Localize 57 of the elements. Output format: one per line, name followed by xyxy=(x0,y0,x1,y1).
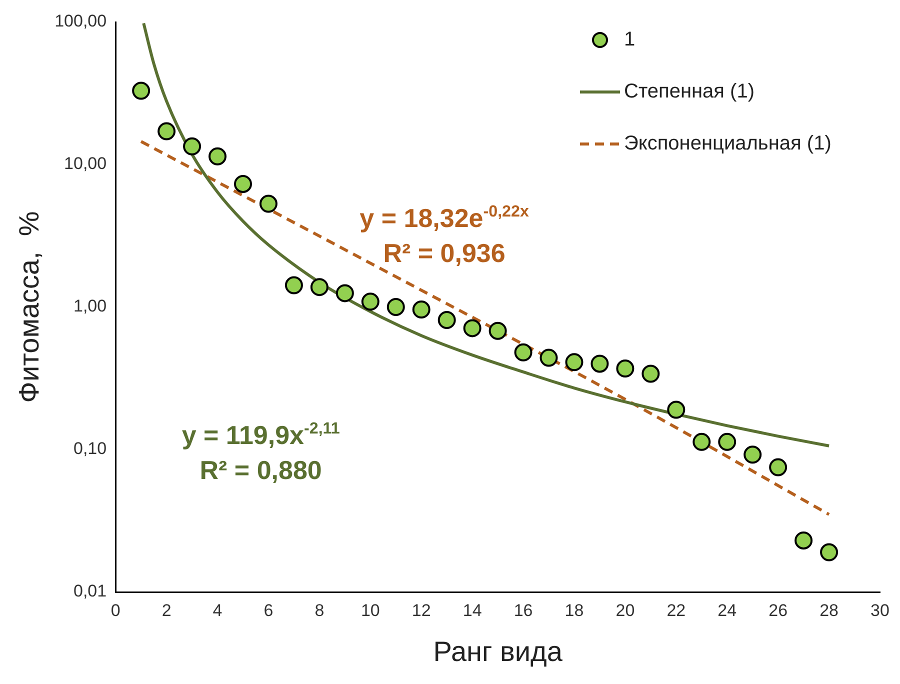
legend-label: Степенная (1) xyxy=(624,80,754,103)
point xyxy=(132,82,150,100)
x-tick-label: 20 xyxy=(616,600,635,620)
line-series xyxy=(142,22,831,448)
y-tick-label: 0,10 xyxy=(74,439,107,458)
point xyxy=(412,300,430,319)
point xyxy=(310,278,328,296)
point xyxy=(744,446,762,464)
point xyxy=(361,292,380,311)
y-tick-label: 100,00 xyxy=(54,12,107,31)
y-tick-label: 1,00 xyxy=(74,296,107,316)
x-tick-label: 22 xyxy=(666,600,686,620)
point xyxy=(438,311,456,330)
x-tick-label: 28 xyxy=(820,600,838,620)
point xyxy=(488,322,507,340)
legend-label: Экспоненциальная (1) xyxy=(624,132,832,155)
x-tick-label: 8 xyxy=(314,600,324,620)
x-tick-label: 26 xyxy=(768,600,788,620)
x-tick-label: 30 xyxy=(870,600,890,620)
point xyxy=(718,432,736,451)
y-axis-title: Фитомасса, % xyxy=(14,211,45,403)
point xyxy=(820,543,838,562)
point xyxy=(336,284,354,302)
x-tick-label: 18 xyxy=(564,600,584,620)
point xyxy=(284,276,303,294)
x-tick-label: 4 xyxy=(212,600,222,620)
annotation: R² = 0,880 xyxy=(200,455,322,485)
point xyxy=(540,348,558,367)
x-tick-label: 2 xyxy=(162,600,172,620)
x-tick-label: 12 xyxy=(412,600,431,620)
point xyxy=(769,458,788,476)
point xyxy=(259,194,278,213)
point xyxy=(565,353,584,372)
annotation: R² = 0,936 xyxy=(383,238,506,268)
x-axis-title: Ранг вида xyxy=(433,636,563,667)
point xyxy=(616,360,634,378)
point xyxy=(234,174,252,193)
point xyxy=(667,400,686,419)
point xyxy=(183,137,202,156)
point xyxy=(386,298,405,316)
x-tick-label: 6 xyxy=(264,600,274,620)
point xyxy=(590,354,609,373)
x-tick-label: 16 xyxy=(514,600,533,620)
x-tick-label: 10 xyxy=(360,600,380,620)
point xyxy=(514,343,532,362)
point xyxy=(463,319,482,338)
y-tick-label: 10,00 xyxy=(64,154,107,174)
point xyxy=(794,531,813,550)
point xyxy=(158,122,176,140)
x-tick-label: 24 xyxy=(718,600,737,620)
point xyxy=(642,364,660,383)
point xyxy=(692,432,711,451)
y-tick-label: 0,01 xyxy=(74,582,107,601)
x-tick-label: 14 xyxy=(462,600,482,620)
point xyxy=(208,147,227,166)
x-tick-label: 0 xyxy=(110,600,120,620)
legend-label: 1 xyxy=(624,28,636,51)
